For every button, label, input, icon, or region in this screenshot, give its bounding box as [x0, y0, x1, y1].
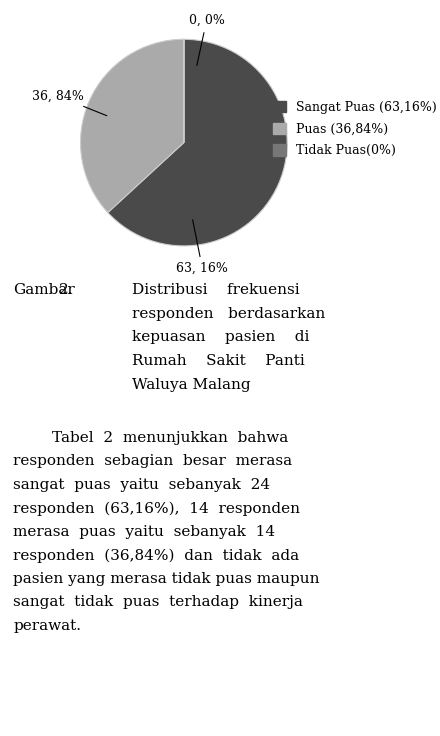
Text: Gambar: Gambar	[13, 283, 75, 297]
Text: perawat.: perawat.	[13, 619, 81, 633]
Text: 63, 16%: 63, 16%	[176, 220, 228, 275]
Text: responden   berdasarkan: responden berdasarkan	[132, 307, 325, 321]
Text: 36, 84%: 36, 84%	[32, 90, 107, 116]
Text: 0, 0%: 0, 0%	[189, 14, 224, 66]
Text: sangat  tidak  puas  terhadap  kinerja: sangat tidak puas terhadap kinerja	[13, 595, 303, 609]
Text: 2.: 2.	[59, 283, 74, 297]
Text: Distribusi    frekuensi: Distribusi frekuensi	[132, 283, 300, 297]
Text: pasien yang merasa tidak puas maupun: pasien yang merasa tidak puas maupun	[13, 572, 320, 586]
Text: responden  sebagian  besar  merasa: responden sebagian besar merasa	[13, 454, 292, 468]
Text: sangat  puas  yaitu  sebanyak  24: sangat puas yaitu sebanyak 24	[13, 478, 270, 492]
Text: responden  (63,16%),  14  responden: responden (63,16%), 14 responden	[13, 501, 300, 516]
Text: responden  (36,84%)  dan  tidak  ada: responden (36,84%) dan tidak ada	[13, 548, 299, 563]
Wedge shape	[108, 39, 287, 246]
Text: kepuasan    pasien    di: kepuasan pasien di	[132, 330, 309, 344]
Text: Waluya Malang: Waluya Malang	[132, 378, 251, 392]
Wedge shape	[81, 39, 184, 213]
Text: merasa  puas  yaitu  sebanyak  14: merasa puas yaitu sebanyak 14	[13, 525, 275, 539]
Legend: Sangat Puas (63,16%), Puas (36,84%), Tidak Puas(0%): Sangat Puas (63,16%), Puas (36,84%), Tid…	[268, 96, 440, 162]
Text: Rumah    Sakit    Panti: Rumah Sakit Panti	[132, 354, 305, 368]
Text: Tabel  2  menunjukkan  bahwa: Tabel 2 menunjukkan bahwa	[13, 431, 289, 445]
